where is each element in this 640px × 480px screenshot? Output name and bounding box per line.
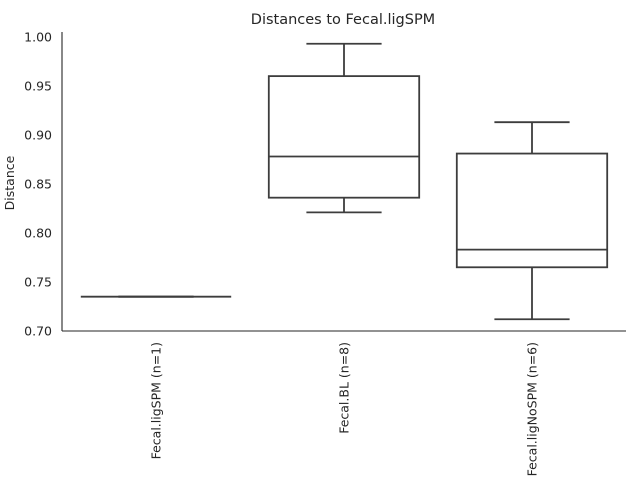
box-group bbox=[267, 42, 421, 214]
y-tick-label: 0.85 bbox=[24, 176, 52, 191]
y-tick-label: 1.00 bbox=[24, 29, 52, 44]
y-tick-label: 0.75 bbox=[24, 274, 52, 289]
y-tick-label: 0.80 bbox=[24, 225, 52, 240]
y-tick-label: 0.70 bbox=[24, 324, 52, 339]
chart-title: Distances to Fecal.ligSPM bbox=[251, 12, 435, 28]
x-tick-label: Fecal.BL (n=8) bbox=[337, 342, 352, 434]
box-iqr-rect bbox=[455, 152, 609, 269]
x-tick-label: Fecal.ligNoSPM (n=6) bbox=[525, 342, 540, 476]
y-axis-label: Distance bbox=[2, 155, 17, 210]
y-tick-label: 0.95 bbox=[24, 78, 52, 93]
box-iqr-rect bbox=[267, 75, 421, 199]
box-group bbox=[455, 121, 609, 321]
x-tick-label: Fecal.ligSPM (n=1) bbox=[149, 342, 164, 459]
box-series bbox=[80, 42, 609, 321]
y-tick-label: 0.90 bbox=[24, 127, 52, 142]
x-axis-ticks: Fecal.ligSPM (n=1) Fecal.BL (n=8) Fecal.li… bbox=[149, 342, 540, 476]
y-axis-ticks: 0.70 0.75 0.80 0.85 0.90 0.95 1.00 bbox=[24, 29, 52, 338]
